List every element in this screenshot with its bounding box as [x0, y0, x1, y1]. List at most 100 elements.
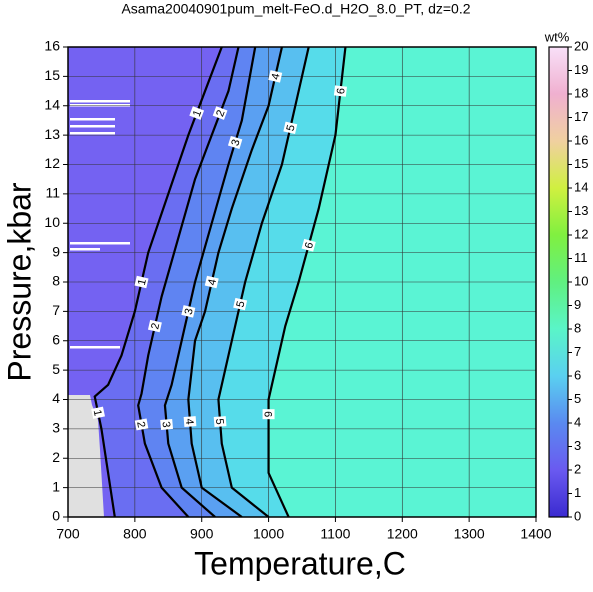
y-tick-label: 11: [45, 185, 60, 201]
y-tick-label: 4: [52, 390, 60, 406]
contour-line: [163, 47, 257, 517]
contour-label-group: 2: [134, 418, 149, 431]
contour-label: 4: [270, 72, 283, 81]
contour-label: 2: [134, 421, 147, 429]
contour-label-group: 5: [283, 121, 298, 134]
y-tick-label: 2: [52, 449, 60, 465]
y-tick-label: 1: [52, 478, 60, 494]
colorbar-tick-label: 8: [574, 320, 581, 335]
y-tick-label: 3: [52, 420, 60, 436]
y-tick-label: 0: [52, 508, 60, 524]
contour-label-group: 6: [333, 85, 348, 97]
colorbar-tick-label: 13: [574, 203, 588, 218]
colorbar-tick-label: 11: [574, 250, 588, 265]
contour-label-group: 2: [147, 319, 162, 333]
contour-line: [187, 47, 284, 517]
contour-label: 3: [183, 307, 196, 316]
contour-line: [217, 47, 310, 517]
y-tick-label: 13: [44, 126, 60, 142]
contour-label-group: 5: [213, 416, 227, 427]
x-tick-label: 1200: [387, 526, 418, 542]
no-data-streak: [70, 132, 115, 135]
contour-label-bg: [189, 106, 205, 120]
colorbar-tick-label: 19: [574, 62, 588, 77]
contour-label-group: 4: [204, 275, 219, 289]
contour-label-bg: [160, 418, 174, 430]
contour-label: 5: [213, 418, 225, 425]
colorbar-tick-label: 4: [574, 414, 581, 429]
contour-label-bg: [212, 106, 228, 120]
colorbar-tick-label: 5: [574, 391, 581, 406]
contour-label-bg: [233, 297, 248, 311]
no-data-streak: [70, 100, 130, 103]
contour-label-group: 4: [183, 416, 197, 427]
contour-label-group: 4: [268, 70, 283, 83]
contour-label-group: 3: [227, 135, 243, 149]
contour-label: 4: [206, 278, 219, 287]
contour-label-bg: [91, 406, 105, 419]
colorbar-tick-label: 9: [574, 297, 581, 312]
contour-label: 4: [183, 418, 195, 425]
contour-label-group: 1: [189, 106, 205, 120]
contour-label-bg: [134, 418, 149, 431]
colorbar-tick-label: 2: [574, 461, 581, 476]
colorbar-tick-label: 0: [574, 508, 581, 523]
contour-label: 1: [91, 409, 104, 417]
x-tick-label: 1300: [454, 526, 485, 542]
contour-label-bg: [204, 275, 219, 289]
contour-label: 1: [191, 108, 204, 118]
colorbar-tick-label: 18: [574, 85, 588, 100]
colorbar-tick-label: 17: [574, 109, 588, 124]
x-tick-label: 1100: [320, 526, 350, 542]
contour-label-group: 1: [91, 406, 105, 419]
contour-label-group: 3: [181, 305, 196, 318]
no-data-streak: [70, 346, 120, 349]
contour-label-group: 1: [134, 275, 149, 289]
x-axis-label: Temperature,C: [194, 545, 406, 581]
colorbar-tick-label: 15: [574, 156, 588, 171]
contour-label: 6: [303, 241, 316, 250]
contour-label-bg: [283, 121, 298, 134]
no-data-streak: [70, 104, 130, 107]
colorbar-tick-label: 20: [574, 38, 588, 53]
contour-label: 6: [262, 411, 274, 417]
contour-label: 6: [335, 87, 348, 94]
contour-label-group: 5: [233, 297, 248, 311]
y-tick-label: 15: [44, 67, 60, 83]
colorbar-tick-label: 1: [574, 485, 581, 500]
no-data-streak: [70, 242, 130, 245]
contour-label: 3: [229, 138, 242, 147]
contour-label-bg: [262, 409, 275, 420]
x-tick-label: 800: [123, 526, 147, 542]
no-data-streak: [70, 125, 115, 128]
y-tick-label: 9: [52, 243, 60, 259]
contour-label-bg: [301, 238, 316, 252]
contour-label-bg: [147, 319, 162, 333]
contour-label-bg: [268, 70, 283, 83]
y-tick-label: 14: [44, 96, 60, 112]
no-data-streak: [70, 118, 115, 121]
colorbar-tick-label: 14: [574, 179, 588, 194]
contour-line: [267, 47, 347, 517]
contour-label: 3: [159, 421, 171, 428]
colorbar-label: wt%: [544, 29, 570, 44]
contour-label-bg: [227, 135, 243, 149]
y-tick-label: 12: [44, 155, 60, 171]
contour-label-bg: [181, 305, 196, 318]
x-tick-label: 1400: [520, 526, 551, 542]
x-tick-label: 1000: [253, 526, 284, 542]
contour-label-group: 6: [262, 409, 275, 420]
contour-label-bg: [213, 416, 227, 427]
y-axis-label: Pressure,kbar: [1, 182, 37, 382]
chart-title: Asama20040901pum_melt-FeO.d_H2O_8.0_PT, …: [121, 1, 470, 17]
colorbar-tick-label: 7: [574, 344, 581, 359]
contour-label: 2: [149, 322, 162, 331]
colorbar-tick-label: 3: [574, 438, 581, 453]
contour-label-group: 2: [212, 106, 228, 120]
colorbar: [548, 46, 569, 518]
y-tick-label: 10: [44, 214, 60, 230]
colorbar-tick-label: 10: [574, 273, 588, 288]
contour-label-group: 3: [159, 418, 174, 430]
contour-label-bg: [183, 416, 197, 427]
